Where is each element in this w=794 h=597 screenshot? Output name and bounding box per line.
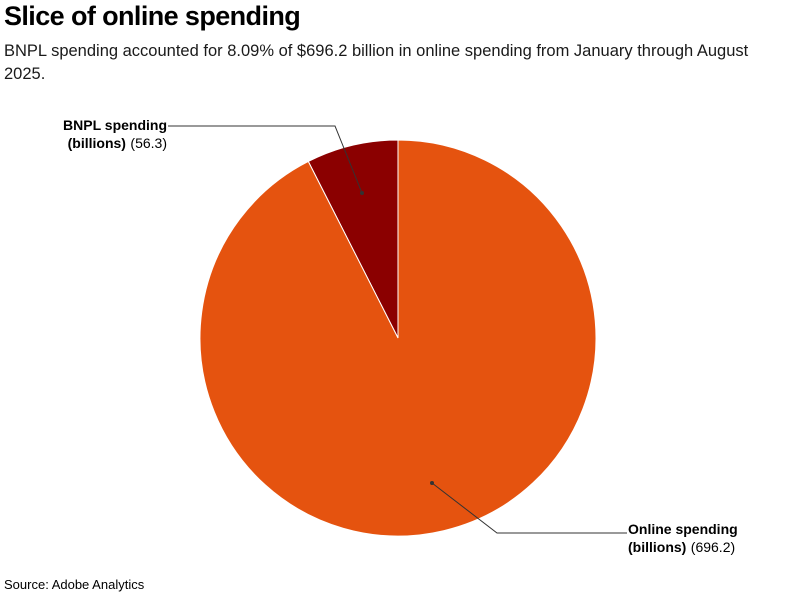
- online-slice-label-2: (billions) (696.2): [628, 539, 735, 556]
- online-label-line-2: (billions): [628, 539, 686, 555]
- pie-leader-lines: [168, 125, 627, 534]
- bnpl-slice-label-2: (billions) (56.3): [68, 135, 167, 152]
- chart-subtitle: BNPL spending accounted for 8.09% of $69…: [4, 42, 749, 83]
- online-slice-leader-line: [431, 482, 627, 534]
- online-label-line-1: Online spending: [628, 521, 738, 537]
- bnpl-slice-label: BNPL spending: [63, 117, 167, 133]
- bnpl-slice-leader-line: [168, 125, 363, 194]
- bnpl-label-line-1: BNPL spending: [63, 117, 167, 133]
- online-value-label: (696.2): [691, 539, 735, 555]
- pie-slices: [199, 139, 597, 537]
- bnpl-slice-leader-dot: [360, 191, 364, 195]
- online-slice-leader-dot: [430, 481, 434, 485]
- bnpl-value-label: (56.3): [130, 135, 167, 151]
- source-note: Source: Adobe Analytics: [4, 577, 145, 592]
- bnpl-label-line-2: (billions): [68, 135, 126, 151]
- online-slice-label: Online spending: [628, 521, 738, 537]
- online-slice: [199, 139, 597, 537]
- chart-title: Slice of online spending: [4, 1, 301, 31]
